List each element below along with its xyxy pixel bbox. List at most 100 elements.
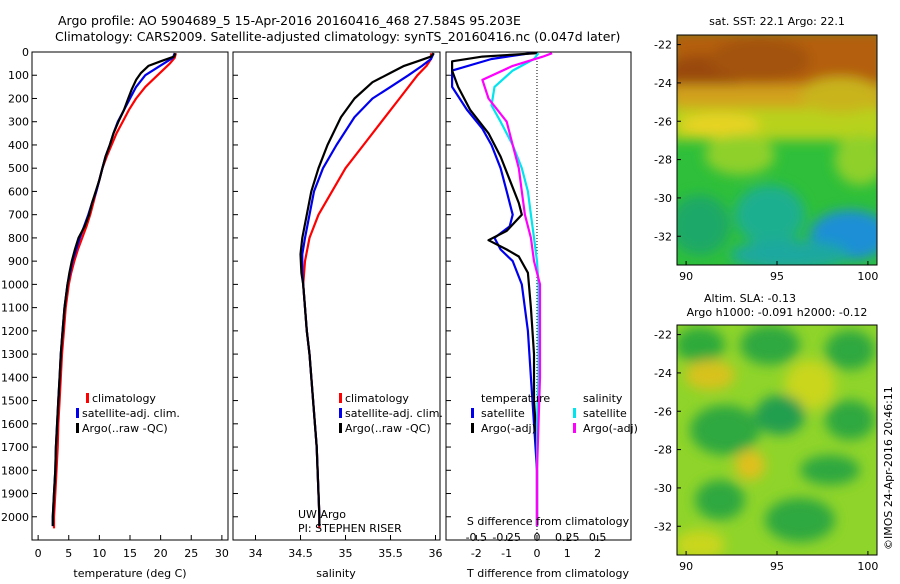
- legend-label: Argo(..raw -QC): [345, 422, 431, 435]
- legend-swatch-climatology: [339, 393, 342, 403]
- sla-map-axes: 90 95 100 -22 -24 -26 -28 -30 -32: [654, 329, 878, 573]
- map-x-tick-label: 100: [857, 270, 878, 283]
- sst-map-axes: 90 95 100 -22 -24 -26 -28 -30 -32: [654, 39, 878, 283]
- y-tick-label: 2000: [1, 511, 29, 524]
- legend-swatch-sal-argo: [573, 423, 576, 433]
- x-tick-label: 2: [594, 547, 601, 560]
- map-y-tick-label: -26: [654, 405, 672, 418]
- legend-label: satellite: [481, 407, 525, 420]
- x-tick-label: 34.5: [288, 547, 313, 560]
- legend-swatch-temp-argo: [471, 423, 474, 433]
- map-y-tick-label: -32: [654, 520, 672, 533]
- series-group: [299, 52, 435, 529]
- temperature-xlabel: temperature (deg C): [73, 567, 186, 580]
- map-y-tick-label: -32: [654, 230, 672, 243]
- y-tick-label: 1600: [1, 418, 29, 431]
- x-tick-label: 10: [92, 547, 106, 560]
- difference-legend: temperature salinity satellite Argo(-adj…: [471, 392, 638, 435]
- legend-label: satellite-adj. clim.: [345, 407, 443, 420]
- series-line-satellite-adj-clim-: [51, 52, 176, 527]
- series-line-argo-raw-qc-: [299, 52, 435, 527]
- top-x-tick-label: -0.5: [466, 531, 487, 544]
- series-group: [451, 52, 553, 527]
- legend-swatch-satellite: [339, 408, 342, 418]
- y-tick-label: 0: [22, 46, 29, 59]
- top-x-tick-label: -0.25: [492, 531, 520, 544]
- y-tick-label: 1400: [1, 371, 29, 384]
- y-tick-label: 1500: [1, 395, 29, 408]
- y-tick-label: 600: [8, 185, 29, 198]
- x-tick-label: 30: [215, 547, 229, 560]
- legend-label: Argo(-adj): [583, 422, 638, 435]
- map-x-tick-label: 95: [770, 270, 784, 283]
- y-tick-label: 1300: [1, 348, 29, 361]
- x-tick-label: 0: [533, 547, 540, 560]
- top-x-tick-label: 0: [533, 531, 540, 544]
- map-y-tick-label: -28: [654, 154, 672, 167]
- x-tick-label: 5: [65, 547, 72, 560]
- y-tick-label: 400: [8, 139, 29, 152]
- map-y-tick-label: -30: [654, 192, 672, 205]
- x-tick-label: 1: [564, 547, 571, 560]
- x-tick-label: 35.5: [378, 547, 403, 560]
- series-line-climatology: [302, 53, 433, 529]
- map-x-tick-label: 100: [857, 560, 878, 573]
- difference-top-axis-label: S difference from climatology: [467, 515, 630, 528]
- sst-map-image: [677, 35, 877, 265]
- legend-label: climatology: [345, 392, 409, 405]
- salinity-legend: climatology satellite-adj. clim. Argo(..…: [339, 392, 443, 435]
- y-tick-label: 300: [8, 116, 29, 129]
- y-tick-label: 200: [8, 92, 29, 105]
- series-line-argo-adj-: [451, 52, 539, 527]
- series-line-satellite: [451, 52, 539, 527]
- map-y-tick-label: -30: [654, 482, 672, 495]
- y-tick-label: 700: [8, 209, 29, 222]
- difference-xlabel: T difference from climatology: [466, 567, 629, 580]
- temperature-legend: climatology satellite-adj. clim. Argo(..…: [76, 392, 180, 435]
- x-tick-label: -2: [471, 547, 482, 560]
- x-tick-label: 34: [249, 547, 263, 560]
- sla-map-title-line-2: Argo h1000: -0.091 h2000: -0.12: [687, 306, 868, 319]
- x-tick-label: 36: [429, 547, 443, 560]
- map-y-tick-label: -22: [654, 39, 672, 52]
- legend-swatch-argo: [76, 423, 79, 433]
- map-x-tick-label: 90: [679, 270, 693, 283]
- sst-map-title: sat. SST: 22.1 Argo: 22.1: [709, 15, 845, 28]
- legend-swatch-sal-satellite: [573, 408, 576, 418]
- sla-map-title-line-1: Altim. SLA: -0.13: [704, 292, 796, 305]
- y-tick-label: 900: [8, 255, 29, 268]
- map-x-tick-label: 90: [679, 560, 693, 573]
- legend-label: climatology: [92, 392, 156, 405]
- x-tick-label: -1: [501, 547, 512, 560]
- series-line-climatology: [52, 52, 177, 529]
- series-line-argo-raw-qc-: [51, 52, 177, 527]
- map-y-tick-label: -26: [654, 115, 672, 128]
- x-tick-label: 35: [339, 547, 353, 560]
- x-tick-label: 20: [154, 547, 168, 560]
- top-x-tick-label: 0.5: [589, 531, 607, 544]
- y-tick-label: 1900: [1, 488, 29, 501]
- salinity-annotation-line-2: PI: STEPHEN RISER: [298, 522, 402, 535]
- legend-label: Argo(..raw -QC): [82, 422, 168, 435]
- top-x-tick-label: 0.25: [555, 531, 580, 544]
- map-x-tick-label: 95: [770, 560, 784, 573]
- legend-header-salinity: salinity: [583, 392, 623, 405]
- y-tick-label: 100: [8, 69, 29, 82]
- series-line-satellite: [490, 52, 540, 527]
- difference-plot: -2 -1 0 1 2 -0.5 -0.25 0 0.25 0.5: [446, 51, 607, 560]
- header-line-1: Argo profile: AO 5904689_5 15-Apr-2016 2…: [58, 13, 521, 28]
- series-line-satellite-adj-clim-: [301, 52, 435, 527]
- x-tick-label: 15: [123, 547, 137, 560]
- temperature-plot-frame: [31, 51, 229, 541]
- y-tick-label: 1000: [1, 278, 29, 291]
- header-line-2: Climatology: CARS2009. Satellite-adjuste…: [55, 29, 620, 44]
- x-tick-label: 25: [184, 547, 198, 560]
- series-group: [51, 52, 177, 529]
- legend-swatch-temp-satellite: [471, 408, 474, 418]
- y-tick-label: 1200: [1, 325, 29, 338]
- imos-watermark: ©IMOS 24-Apr-2016 20:46:11: [882, 386, 895, 550]
- salinity-xlabel: salinity: [316, 567, 356, 580]
- y-tick-label: 1100: [1, 302, 29, 315]
- y-tick-label: 1700: [1, 441, 29, 454]
